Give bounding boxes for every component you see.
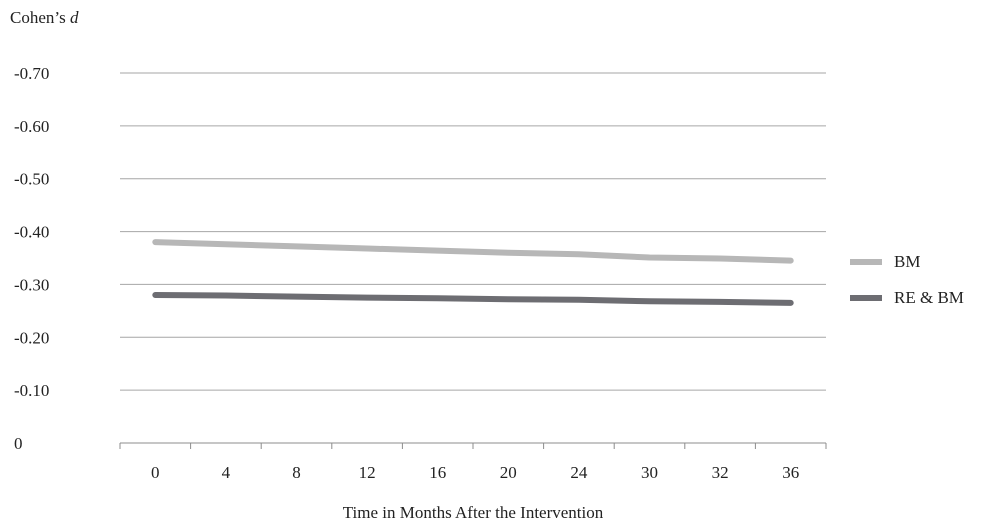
series-line-1 <box>152 239 794 264</box>
y-tick-label: 0 <box>14 434 23 453</box>
y-axis-title: Cohen’s d <box>10 8 78 28</box>
legend-label: RE & BM <box>894 288 964 307</box>
x-tick-label: 20 <box>500 463 517 482</box>
legend-swatch <box>850 259 882 265</box>
legend-swatch <box>850 295 882 301</box>
x-tick-label: 36 <box>782 463 799 482</box>
x-tick-label: 32 <box>712 463 729 482</box>
x-tick-label: 0 <box>151 463 160 482</box>
legend-item: BM <box>850 244 964 280</box>
y-axis-title-variable: d <box>69 8 79 27</box>
y-tick-label: -0.30 <box>14 275 49 294</box>
x-tick-label: 8 <box>292 463 301 482</box>
x-tick-label: 12 <box>359 463 376 482</box>
x-tick-label: 30 <box>641 463 658 482</box>
legend: BM RE & BM <box>850 244 964 316</box>
series-line-2 <box>152 292 794 306</box>
y-tick-label: -0.60 <box>14 117 49 136</box>
x-tick-label: 4 <box>222 463 231 482</box>
y-axis-title-prefix: Cohen’s <box>10 8 70 27</box>
legend-label: BM <box>894 252 921 271</box>
y-tick-label: -0.40 <box>14 223 49 242</box>
legend-item: RE & BM <box>850 280 964 316</box>
x-tick-label: 24 <box>570 463 588 482</box>
x-tick-label: 16 <box>429 463 446 482</box>
x-axis-title: Time in Months After the Intervention <box>343 503 604 522</box>
y-tick-label: -0.10 <box>14 381 49 400</box>
y-tick-label: -0.70 <box>14 64 49 83</box>
y-tick-label: -0.50 <box>14 170 49 189</box>
y-tick-label: -0.20 <box>14 328 49 347</box>
